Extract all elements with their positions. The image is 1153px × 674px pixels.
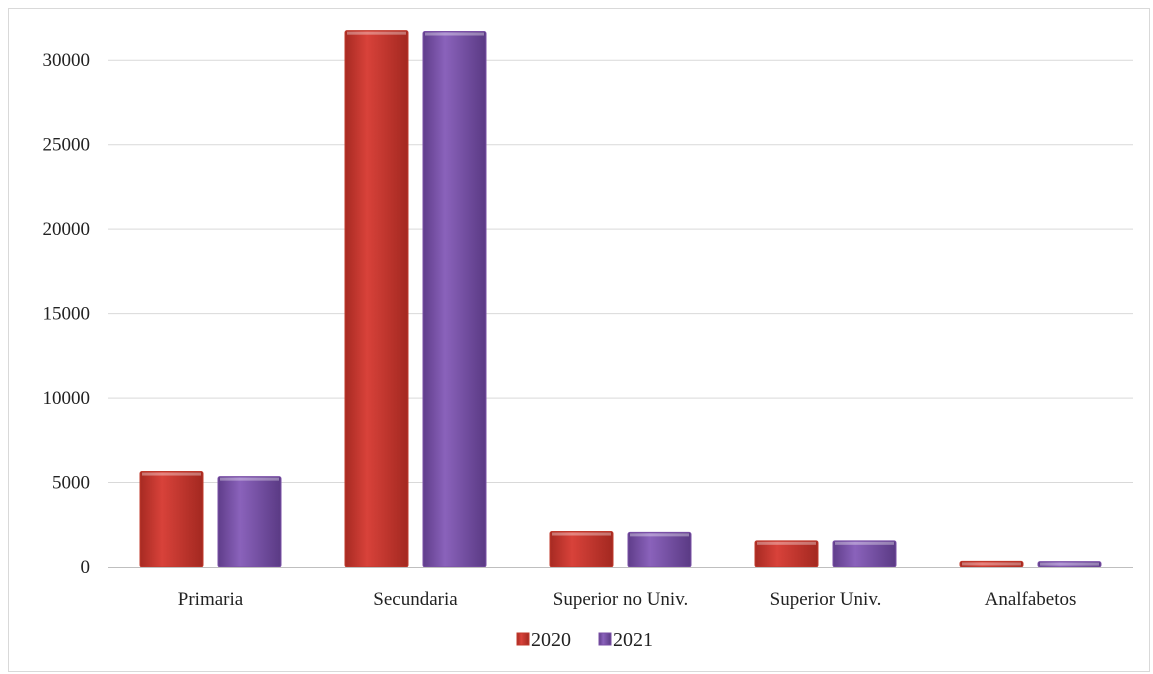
bar-highlight [347,31,406,35]
category-label: Analfabetos [985,589,1077,610]
bar-highlight [425,32,484,36]
legend-swatch-2020 [516,632,530,646]
y-tick-label: 30000 [43,50,91,71]
category-label: Primaria [178,589,244,610]
bar-highlight [835,541,894,545]
y-axis-tick-labels: 0 5000 10000 15000 20000 25000 30000 [43,50,91,578]
bar-highlight [220,477,279,481]
bar-highlight [552,532,611,536]
category-label: Superior Univ. [770,589,882,610]
y-tick-label: 5000 [52,473,90,494]
legend-swatch-2021 [598,632,612,646]
y-tick-label: 25000 [43,135,91,156]
bar-2021-secundaria [422,31,487,568]
y-tick-label: 20000 [43,219,91,240]
bar-2020-superior-no-univ- [549,531,614,568]
category-label: Secundaria [373,589,458,610]
bars [139,30,1102,568]
bar-2021-superior-no-univ- [627,531,692,568]
bar-2020-primaria [139,471,204,568]
bar-2021-primaria [217,476,282,568]
legend-label-2020: 2020 [531,629,571,651]
category-label: Superior no Univ. [553,589,688,610]
bar-highlight [757,541,816,545]
legend: 2020 2021 [516,629,653,651]
bar-highlight [142,472,201,476]
gridlines [108,59,1133,484]
bar-highlight [962,562,1021,566]
bar-highlight [1040,562,1099,566]
bar-highlight [630,533,689,537]
y-tick-label: 10000 [43,388,91,409]
y-tick-label: 0 [81,557,91,578]
legend-label-2021: 2021 [613,629,653,651]
bar-2020-secundaria [344,30,409,568]
x-axis-category-labels: Primaria Secundaria Superior no Univ. Super… [178,589,1077,610]
y-tick-label: 15000 [43,304,91,325]
